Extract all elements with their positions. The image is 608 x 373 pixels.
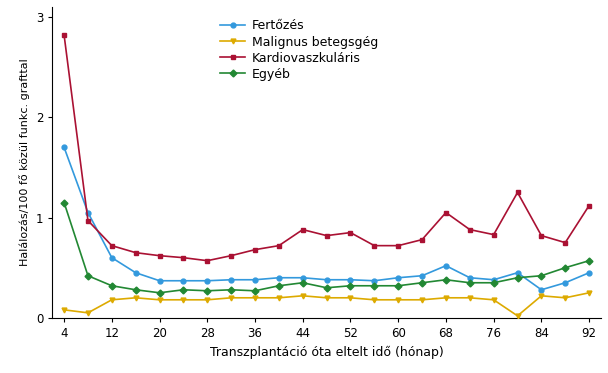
Legend: Fertőzés, Malignus betegsgég, Kardiovaszkuláris, Egyéb: Fertőzés, Malignus betegsgég, Kardiovasz…: [221, 19, 378, 81]
Kardiovaszkuláris: [60, 33, 67, 37]
Fertőzés: [180, 279, 187, 283]
Malignus betegsgég: [586, 291, 593, 295]
Kardiovaszkuláris: [180, 256, 187, 260]
Kardiovaszkuláris: [156, 253, 163, 258]
Kardiovaszkuláris: [490, 232, 497, 237]
Egyéb: [323, 285, 330, 290]
Egyéb: [347, 283, 354, 288]
Kardiovaszkuláris: [586, 203, 593, 208]
Line: Egyéb: Egyéb: [61, 200, 592, 295]
Fertőzés: [371, 279, 378, 283]
Kardiovaszkuláris: [108, 244, 116, 248]
Fertőzés: [442, 263, 449, 268]
Malignus betegsgég: [466, 295, 474, 300]
X-axis label: Transzplantáció óta eltelt idő (hónap): Transzplantáció óta eltelt idő (hónap): [210, 345, 443, 358]
Egyéb: [562, 266, 569, 270]
Fertőzés: [227, 278, 235, 282]
Egyéb: [537, 273, 545, 278]
Egyéb: [490, 280, 497, 285]
Egyéb: [371, 283, 378, 288]
Malignus betegsgég: [132, 295, 139, 300]
Kardiovaszkuláris: [442, 210, 449, 215]
Malignus betegsgég: [156, 298, 163, 302]
Fertőzés: [299, 276, 306, 280]
Malignus betegsgég: [371, 298, 378, 302]
Kardiovaszkuláris: [371, 244, 378, 248]
Kardiovaszkuláris: [466, 228, 474, 232]
Malignus betegsgég: [418, 298, 426, 302]
Kardiovaszkuláris: [204, 258, 211, 263]
Malignus betegsgég: [347, 295, 354, 300]
Egyéb: [108, 283, 116, 288]
Malignus betegsgég: [537, 294, 545, 298]
Fertőzés: [85, 210, 92, 215]
Kardiovaszkuláris: [275, 244, 283, 248]
Fertőzés: [395, 276, 402, 280]
Malignus betegsgég: [227, 295, 235, 300]
Fertőzés: [132, 270, 139, 275]
Egyéb: [442, 278, 449, 282]
Malignus betegsgég: [251, 295, 258, 300]
Malignus betegsgég: [180, 298, 187, 302]
Kardiovaszkuláris: [514, 190, 521, 195]
Line: Malignus betegsgég: Malignus betegsgég: [61, 290, 592, 318]
Egyéb: [299, 280, 306, 285]
Kardiovaszkuláris: [227, 253, 235, 258]
Line: Fertőzés: Fertőzés: [61, 145, 592, 292]
Malignus betegsgég: [85, 311, 92, 315]
Egyéb: [418, 280, 426, 285]
Fertőzés: [537, 288, 545, 292]
Fertőzés: [156, 279, 163, 283]
Egyéb: [514, 276, 521, 280]
Egyéb: [85, 273, 92, 278]
Fertőzés: [418, 273, 426, 278]
Egyéb: [60, 200, 67, 205]
Egyéb: [180, 288, 187, 292]
Fertőzés: [514, 270, 521, 275]
Malignus betegsgég: [299, 294, 306, 298]
Fertőzés: [490, 278, 497, 282]
Egyéb: [275, 283, 283, 288]
Y-axis label: Halálozás/100 fő közül funkc. grafttal: Halálozás/100 fő közül funkc. grafttal: [19, 59, 30, 266]
Malignus betegsgég: [204, 298, 211, 302]
Malignus betegsgég: [490, 298, 497, 302]
Malignus betegsgég: [60, 308, 67, 312]
Kardiovaszkuláris: [347, 231, 354, 235]
Kardiovaszkuláris: [251, 247, 258, 252]
Kardiovaszkuláris: [323, 233, 330, 238]
Malignus betegsgég: [514, 314, 521, 318]
Egyéb: [132, 288, 139, 292]
Egyéb: [586, 258, 593, 263]
Fertőzés: [60, 145, 67, 150]
Egyéb: [466, 280, 474, 285]
Fertőzés: [466, 276, 474, 280]
Malignus betegsgég: [442, 295, 449, 300]
Kardiovaszkuláris: [299, 228, 306, 232]
Fertőzés: [204, 279, 211, 283]
Fertőzés: [251, 278, 258, 282]
Kardiovaszkuláris: [562, 240, 569, 245]
Kardiovaszkuláris: [395, 244, 402, 248]
Kardiovaszkuláris: [132, 250, 139, 255]
Fertőzés: [275, 276, 283, 280]
Malignus betegsgég: [108, 298, 116, 302]
Egyéb: [395, 283, 402, 288]
Malignus betegsgég: [275, 295, 283, 300]
Kardiovaszkuláris: [85, 218, 92, 223]
Malignus betegsgég: [562, 295, 569, 300]
Fertőzés: [108, 256, 116, 260]
Fertőzés: [562, 280, 569, 285]
Malignus betegsgég: [323, 295, 330, 300]
Egyéb: [251, 289, 258, 293]
Line: Kardiovaszkuláris: Kardiovaszkuláris: [61, 32, 592, 263]
Fertőzés: [347, 278, 354, 282]
Kardiovaszkuláris: [418, 237, 426, 242]
Fertőzés: [586, 270, 593, 275]
Egyéb: [204, 289, 211, 293]
Egyéb: [156, 291, 163, 295]
Egyéb: [227, 288, 235, 292]
Kardiovaszkuláris: [537, 233, 545, 238]
Malignus betegsgég: [395, 298, 402, 302]
Fertőzés: [323, 278, 330, 282]
